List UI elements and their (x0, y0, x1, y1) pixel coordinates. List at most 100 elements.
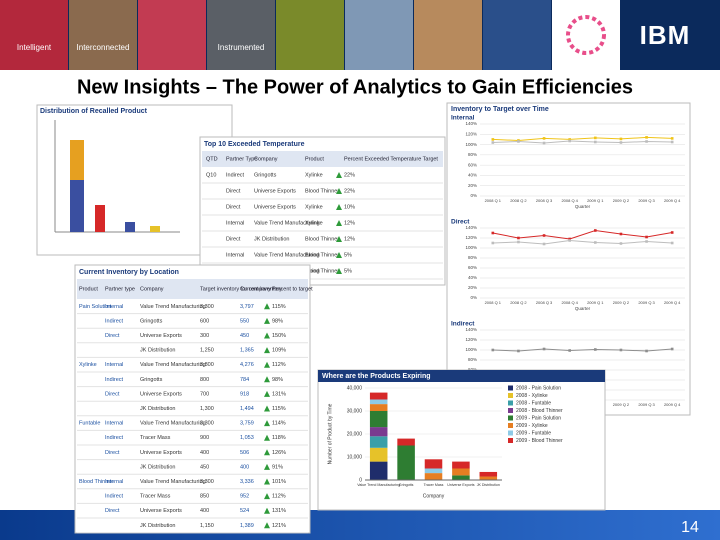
table-cell: 800 (200, 377, 209, 383)
x-tick-label: 2008 Q 3 (536, 300, 553, 305)
bar-segment (369, 447, 388, 462)
table-cell: 900 (200, 435, 209, 441)
x-tick-label: 2008 Q 1 (485, 300, 502, 305)
x-tick-label: 2009 Q 2 (613, 300, 630, 305)
table-cell: Xylinke (305, 172, 323, 178)
table-cell: JK Distribution (254, 236, 289, 242)
bar-segment (397, 445, 415, 480)
x-tick-label: 2009 Q 4 (664, 402, 681, 407)
table-cell: Direct (105, 333, 120, 339)
legend-swatch (508, 393, 513, 398)
x-tick-label: 2009 Q 4 (664, 300, 681, 305)
header-cell: Percent to target (272, 286, 313, 292)
point (517, 240, 520, 244)
point (619, 141, 623, 144)
point (491, 231, 495, 235)
table-cell: 10% (344, 204, 355, 210)
table-cell: 3,759 (240, 421, 254, 427)
legend-label: 2009 - Funtable (516, 430, 551, 436)
status-icon (264, 303, 270, 310)
bar-segment (369, 461, 388, 480)
bar-segment (369, 399, 388, 405)
header-cell: Product (79, 286, 98, 292)
x-tick-label: 2009 Q 1 (587, 300, 604, 305)
chart-title: Where are the Products Expiring (322, 373, 431, 380)
status-icon (336, 268, 342, 274)
legend-label: 2008 - Pain Solution (516, 385, 561, 391)
status-icon (264, 317, 270, 324)
point (619, 137, 623, 141)
bar-segment (369, 411, 388, 428)
bar-segment (424, 468, 443, 474)
table-cell: 112% (272, 494, 286, 500)
title-bg (318, 370, 605, 382)
x-tick-label: 2008 Q 1 (485, 198, 502, 203)
table-cell: 1,150 (200, 523, 214, 529)
table-cell: Universe Exports (140, 508, 182, 514)
table-cell: 550 (240, 318, 249, 324)
table-cell: 12% (344, 220, 355, 226)
y-tick-label: 100% (465, 142, 477, 147)
x-tick-label: JK Distribution (477, 483, 500, 487)
table-cell: 1,250 (200, 348, 214, 354)
table-cell: Internal (105, 421, 123, 427)
legend-label: 2008 - Blood Thinner (516, 408, 563, 414)
table-cell: 91% (272, 464, 283, 470)
status-icon (336, 236, 342, 242)
y-tick-label: 20% (468, 183, 477, 188)
status-icon (264, 347, 270, 354)
table-cell: 918 (240, 391, 249, 397)
x-axis-label: Quarter (575, 204, 591, 209)
y-tick-label: 80% (468, 255, 477, 260)
table-cell: 112% (272, 362, 286, 368)
ibm-logo: IBM (640, 20, 691, 50)
x-axis-label: Quarter (575, 306, 591, 311)
table-header (202, 151, 443, 167)
table-cell: 131% (272, 391, 286, 397)
bar-segment (369, 392, 388, 400)
bar-segment (452, 475, 470, 480)
legend-label: 2009 - Blood Thinner (516, 438, 563, 444)
table-cell: Direct (226, 188, 241, 194)
chart-title: Direct (451, 219, 470, 226)
y-tick-label: 80% (468, 357, 477, 362)
point (645, 240, 648, 243)
table-cell: 12% (344, 236, 355, 242)
table-cell: 109% (272, 348, 286, 354)
table-cell: 121% (272, 523, 286, 529)
table-cell: Internal (105, 362, 123, 368)
point (517, 140, 520, 143)
recall-graphic (95, 205, 105, 232)
status-icon (264, 449, 270, 456)
table-cell: Direct (226, 204, 241, 210)
table-cell: 118% (272, 435, 286, 441)
bar-segment (452, 468, 470, 476)
point (670, 241, 674, 245)
header-cell: Target inventory for company (200, 286, 271, 292)
tile-label: Intelligent (17, 43, 52, 52)
table-cell: 400 (200, 508, 209, 514)
table-cell: 3,300 (200, 479, 214, 485)
recall-graphic (70, 180, 84, 232)
series-line (492, 229, 673, 240)
table-cell: Internal (105, 479, 123, 485)
table-cell: 5% (344, 252, 352, 258)
table-cell: Universe Exports (140, 450, 182, 456)
x-tick-label: 2009 Q 4 (664, 198, 681, 203)
table-cell: JK Distribution (140, 348, 175, 354)
point (594, 136, 597, 140)
point (542, 234, 546, 237)
x-tick-label: 2008 Q 4 (561, 198, 578, 203)
logo-mark (566, 15, 606, 55)
table-title: Current Inventory by Location (79, 269, 179, 276)
table-cell: JK Distribution (140, 523, 175, 529)
table-cell: Gringotts (140, 377, 163, 383)
table-title: Top 10 Exceeded Temperature (204, 141, 305, 148)
table-cell: 450 (240, 333, 249, 339)
table-cell: Q10 (206, 172, 216, 178)
x-tick-label: 2008 Q 3 (536, 198, 553, 203)
table-cell: 506 (240, 450, 249, 456)
x-axis-label: Company (423, 493, 445, 499)
y-tick-label: 60% (468, 162, 477, 167)
